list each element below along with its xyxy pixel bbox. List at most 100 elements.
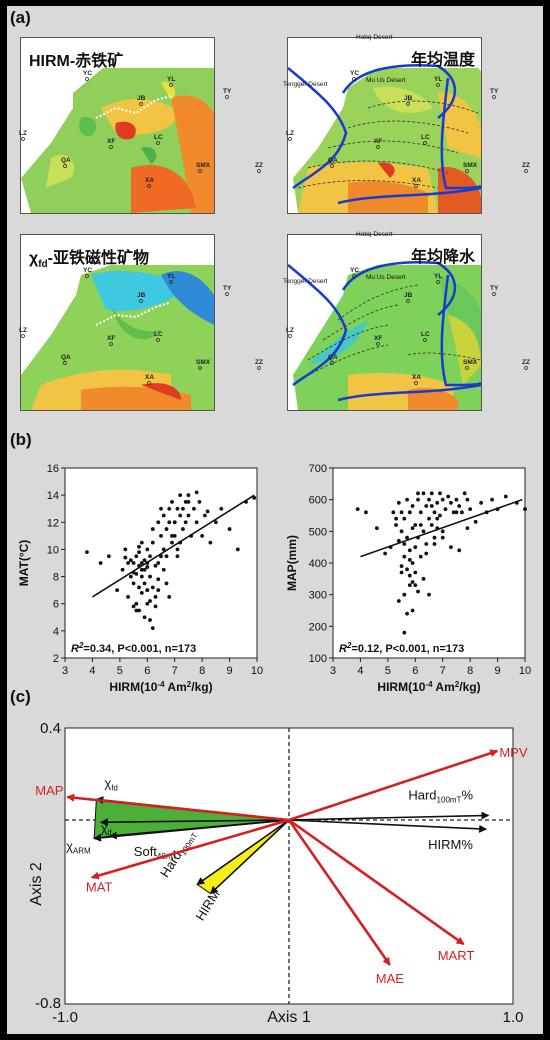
data-point <box>429 491 434 496</box>
x-tick-label: 9 <box>227 665 233 677</box>
data-point <box>170 533 174 538</box>
data-point <box>424 504 429 508</box>
data-point <box>150 585 155 590</box>
label-sub: fd <box>111 783 118 792</box>
data-point <box>503 494 508 499</box>
y-tick-label: 4 <box>53 626 59 638</box>
magnetic-vector-arrow <box>196 819 290 886</box>
data-point <box>142 558 147 563</box>
map-place-label: JB <box>404 292 413 299</box>
map-place-marker <box>465 366 469 370</box>
map-place-label: YL <box>434 76 442 83</box>
map-place-label: XF <box>107 335 115 342</box>
data-point <box>181 506 185 511</box>
data-point <box>145 601 150 606</box>
map-place-marker <box>85 274 89 278</box>
data-point <box>139 574 144 579</box>
data-point <box>435 516 440 521</box>
map-place-marker <box>21 334 25 338</box>
x-tick-label: 10 <box>519 665 531 677</box>
map-place-label: ZZ <box>522 162 530 169</box>
data-point <box>432 542 437 546</box>
data-point <box>416 497 420 502</box>
data-point <box>396 500 401 505</box>
map-place-label: SMX <box>196 162 211 169</box>
map-place-label: XA <box>412 177 421 184</box>
map-place-marker <box>288 334 292 338</box>
map-place-marker <box>139 102 143 106</box>
data-point <box>145 565 150 569</box>
plot-area <box>64 467 258 659</box>
data-point <box>192 506 196 511</box>
map-place-label: YC <box>83 267 92 274</box>
data-point <box>394 523 398 527</box>
map-place-label: LZ <box>286 130 294 137</box>
label-main: χ <box>104 775 111 790</box>
map-place-marker <box>63 164 67 168</box>
map-3-title-rest: -亚铁磁性矿物 <box>47 250 150 267</box>
map-place-marker <box>406 299 410 303</box>
data-point <box>429 504 434 508</box>
stats-rest: =0.34, P<0.001, n=173 <box>83 643 196 655</box>
data-point <box>399 510 404 515</box>
map-place-label: YL <box>167 76 175 83</box>
map-place-label: YC <box>83 70 92 77</box>
map-place-label: JB <box>404 95 413 102</box>
map-place-label: TY <box>490 88 499 95</box>
data-point <box>106 554 111 559</box>
data-point <box>438 491 442 496</box>
map-place-label: LZ <box>286 327 294 334</box>
data-point <box>418 510 423 515</box>
map-place-label: XF <box>374 335 382 342</box>
magnetic-vector-label: χfd <box>104 775 118 792</box>
data-point <box>159 506 163 511</box>
data-point <box>396 599 401 603</box>
data-point <box>137 608 141 613</box>
environmental-vector-label: MAE <box>376 971 405 986</box>
y-axis-label: MAT(°C) <box>17 540 31 587</box>
data-point <box>164 554 169 559</box>
x-axis-label: Axis 1 <box>267 1009 311 1026</box>
data-point <box>432 510 437 515</box>
x-axis-label: HIRM(10-4 Am2/kg) <box>377 680 480 694</box>
data-point <box>424 551 429 556</box>
desert-label-hobq: Hobq Desert <box>356 34 393 41</box>
data-point <box>153 563 158 568</box>
fit-line <box>360 498 523 558</box>
map-hirm-hematite: HIRM-赤铁矿 <box>20 37 215 214</box>
data-point <box>440 535 445 540</box>
data-point <box>402 592 407 597</box>
data-point <box>416 491 420 496</box>
data-point <box>219 506 224 511</box>
map-2-title: 年均温度 <box>410 52 475 69</box>
data-point <box>139 590 144 595</box>
data-point <box>421 491 426 496</box>
map-map-image <box>288 260 481 410</box>
map-4-title: 年均降水 <box>410 249 475 266</box>
map-place-label: YC <box>350 267 359 274</box>
panel-a-label: (a) <box>10 8 31 27</box>
xl-part: Am <box>433 680 455 694</box>
y-tick-label: 10 <box>47 544 59 556</box>
data-point <box>374 526 379 531</box>
data-point <box>128 574 133 579</box>
map-3-title-main: χ <box>29 250 39 267</box>
y-tick-label: 600 <box>309 495 327 507</box>
data-point <box>153 604 158 609</box>
map-place-marker <box>436 280 440 284</box>
map-chifd-ferrimagnetic: χfd-亚铁磁性矿物 <box>20 234 215 411</box>
data-point <box>139 561 144 565</box>
map-place-marker <box>352 274 356 278</box>
map-place-label: TY <box>223 285 232 292</box>
environmental-vector-arrow <box>90 818 290 880</box>
map-place-marker <box>376 145 380 149</box>
rda-biplot: -1.0 1.0 0.4 -0.8 Axis 1 Axis 2 Hard100mT% HIRM… <box>28 720 528 1026</box>
map-place-label: LZ <box>19 130 27 137</box>
data-point <box>454 510 459 515</box>
x-tick-label: 7 <box>172 665 178 677</box>
environmental-vector-arrow <box>287 819 391 966</box>
data-point <box>490 497 494 502</box>
map-place-label: ZZ <box>522 359 530 366</box>
data-point <box>178 513 183 518</box>
